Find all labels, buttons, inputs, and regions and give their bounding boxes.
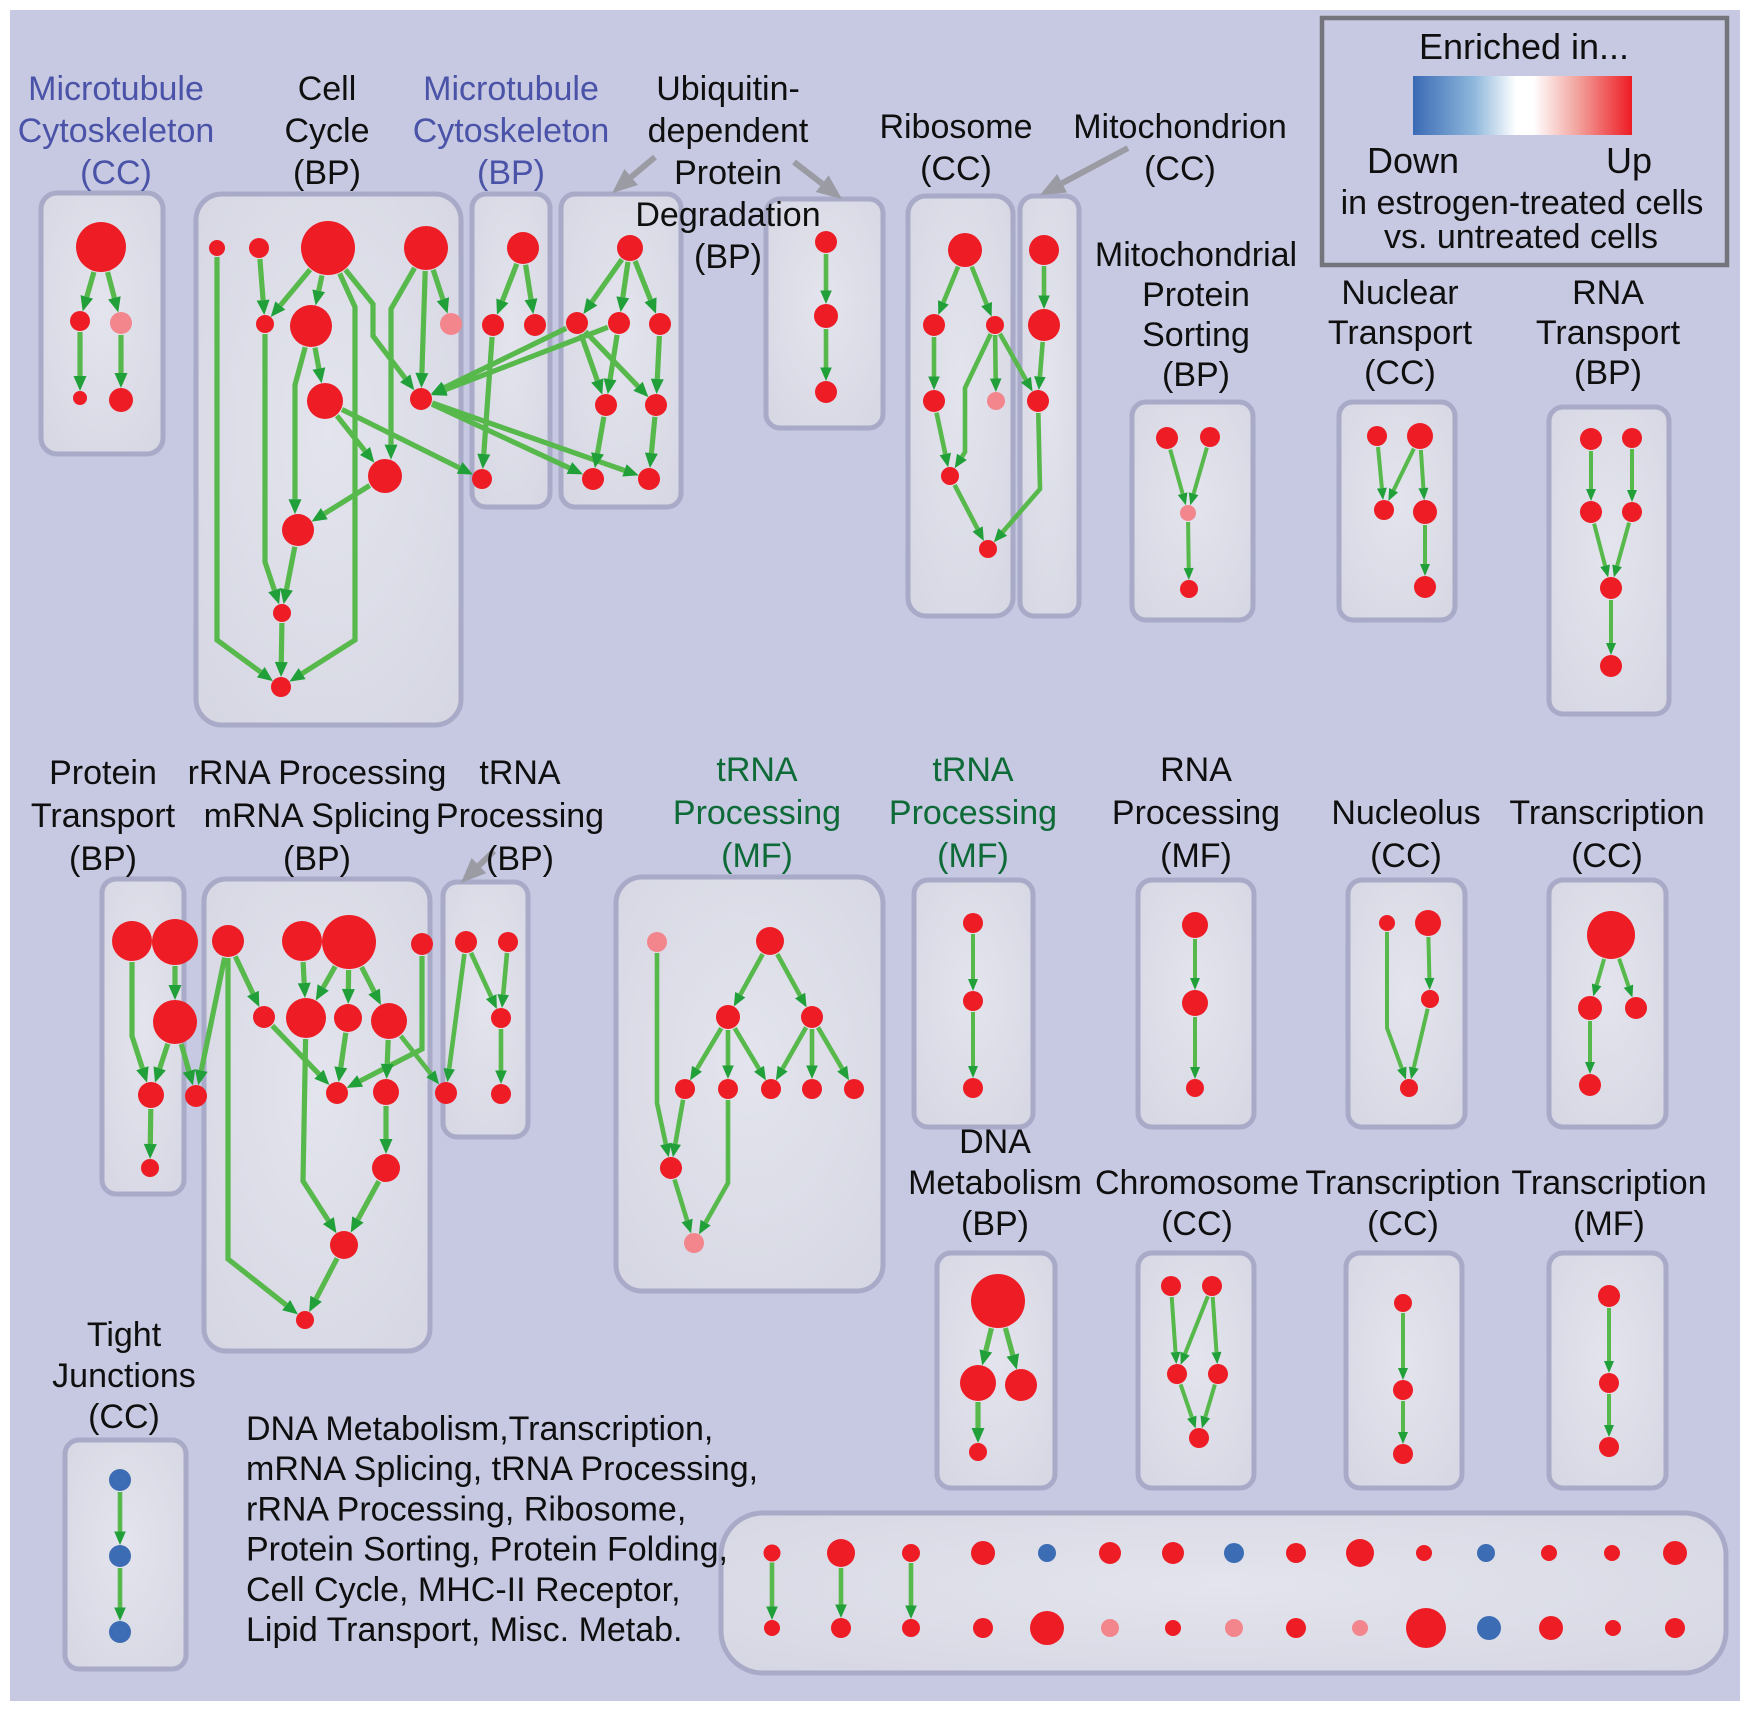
svg-text:Chromosome: Chromosome bbox=[1095, 1164, 1299, 1202]
svg-text:Degradation: Degradation bbox=[635, 196, 820, 234]
svg-text:Ubiquitin-: Ubiquitin- bbox=[656, 70, 800, 108]
svg-text:tRNA: tRNA bbox=[716, 751, 798, 789]
svg-text:tRNA: tRNA bbox=[479, 754, 561, 792]
svg-text:(CC): (CC) bbox=[80, 154, 152, 192]
svg-text:Protein: Protein bbox=[49, 754, 157, 792]
svg-text:(CC): (CC) bbox=[1370, 837, 1442, 875]
svg-text:RNA: RNA bbox=[1160, 751, 1232, 789]
svg-text:(BP): (BP) bbox=[283, 840, 351, 878]
svg-text:Mitochondrial: Mitochondrial bbox=[1095, 236, 1297, 274]
svg-text:Cytoskeleton: Cytoskeleton bbox=[413, 112, 610, 150]
svg-text:Cell: Cell bbox=[298, 70, 357, 108]
svg-text:(BP): (BP) bbox=[1162, 356, 1230, 394]
svg-text:Protein Sorting, Protein Foldi: Protein Sorting, Protein Folding, bbox=[246, 1531, 728, 1569]
svg-text:(MF): (MF) bbox=[937, 837, 1009, 875]
svg-text:Enriched in...: Enriched in... bbox=[1419, 26, 1629, 67]
svg-text:Protein: Protein bbox=[674, 154, 782, 192]
svg-text:Transport: Transport bbox=[1536, 314, 1681, 352]
svg-text:Cycle: Cycle bbox=[284, 112, 369, 150]
svg-text:(BP): (BP) bbox=[1574, 354, 1642, 392]
svg-text:(BP): (BP) bbox=[961, 1205, 1029, 1243]
svg-text:Down: Down bbox=[1367, 140, 1459, 181]
svg-text:DNA: DNA bbox=[959, 1123, 1031, 1161]
svg-text:Nuclear: Nuclear bbox=[1341, 274, 1458, 312]
svg-text:(CC): (CC) bbox=[1364, 354, 1436, 392]
svg-text:Cell Cycle, MHC-II Receptor,: Cell Cycle, MHC-II Receptor, bbox=[246, 1571, 681, 1609]
svg-text:DNA Metabolism,Transcription,: DNA Metabolism,Transcription, bbox=[246, 1410, 713, 1448]
svg-text:(CC): (CC) bbox=[1144, 150, 1216, 188]
svg-text:Microtubule: Microtubule bbox=[28, 70, 204, 108]
svg-text:(CC): (CC) bbox=[1571, 837, 1643, 875]
svg-text:Microtubule: Microtubule bbox=[423, 70, 599, 108]
svg-text:(CC): (CC) bbox=[1161, 1205, 1233, 1243]
svg-text:(BP): (BP) bbox=[486, 840, 554, 878]
svg-text:(CC): (CC) bbox=[1367, 1205, 1439, 1243]
svg-text:mRNA Splicing, tRNA Processing: mRNA Splicing, tRNA Processing, bbox=[246, 1450, 758, 1488]
svg-text:(BP): (BP) bbox=[477, 154, 545, 192]
svg-text:mRNA Splicing: mRNA Splicing bbox=[204, 797, 431, 835]
svg-text:Nucleolus: Nucleolus bbox=[1331, 794, 1480, 832]
svg-text:(CC): (CC) bbox=[88, 1398, 160, 1436]
svg-text:Ribosome: Ribosome bbox=[879, 108, 1032, 146]
svg-text:(BP): (BP) bbox=[694, 238, 762, 276]
svg-text:RNA: RNA bbox=[1572, 274, 1644, 312]
svg-text:Transcription: Transcription bbox=[1305, 1164, 1500, 1202]
svg-text:tRNA: tRNA bbox=[932, 751, 1014, 789]
svg-text:Transport: Transport bbox=[31, 797, 176, 835]
svg-text:(BP): (BP) bbox=[293, 154, 361, 192]
svg-text:Processing: Processing bbox=[436, 797, 604, 835]
svg-text:Up: Up bbox=[1606, 140, 1652, 181]
svg-text:Transcription: Transcription bbox=[1509, 794, 1704, 832]
svg-text:Transport: Transport bbox=[1328, 314, 1473, 352]
svg-text:Transcription: Transcription bbox=[1511, 1164, 1706, 1202]
svg-text:Processing: Processing bbox=[673, 794, 841, 832]
svg-text:Processing: Processing bbox=[1112, 794, 1280, 832]
svg-text:(BP): (BP) bbox=[69, 840, 137, 878]
svg-text:Lipid Transport, Misc. Metab.: Lipid Transport, Misc. Metab. bbox=[246, 1611, 683, 1649]
svg-text:Junctions: Junctions bbox=[52, 1357, 196, 1395]
svg-text:(MF): (MF) bbox=[1573, 1205, 1645, 1243]
svg-text:(MF): (MF) bbox=[1160, 837, 1232, 875]
svg-text:dependent: dependent bbox=[648, 112, 809, 150]
svg-text:rRNA Processing, Ribosome,: rRNA Processing, Ribosome, bbox=[246, 1490, 686, 1528]
svg-text:in estrogen-treated cells: in estrogen-treated cells bbox=[1341, 184, 1704, 222]
svg-text:Processing: Processing bbox=[889, 794, 1057, 832]
svg-text:(MF): (MF) bbox=[721, 837, 793, 875]
svg-text:Metabolism: Metabolism bbox=[908, 1164, 1082, 1202]
svg-text:Protein: Protein bbox=[1142, 276, 1250, 314]
svg-text:rRNA Processing: rRNA Processing bbox=[188, 754, 447, 792]
svg-text:vs. untreated cells: vs. untreated cells bbox=[1384, 218, 1658, 256]
svg-text:(CC): (CC) bbox=[920, 150, 992, 188]
svg-text:Tight: Tight bbox=[87, 1316, 162, 1354]
svg-text:Sorting: Sorting bbox=[1142, 316, 1250, 354]
svg-text:Cytoskeleton: Cytoskeleton bbox=[18, 112, 215, 150]
svg-text:Mitochondrion: Mitochondrion bbox=[1073, 108, 1287, 146]
